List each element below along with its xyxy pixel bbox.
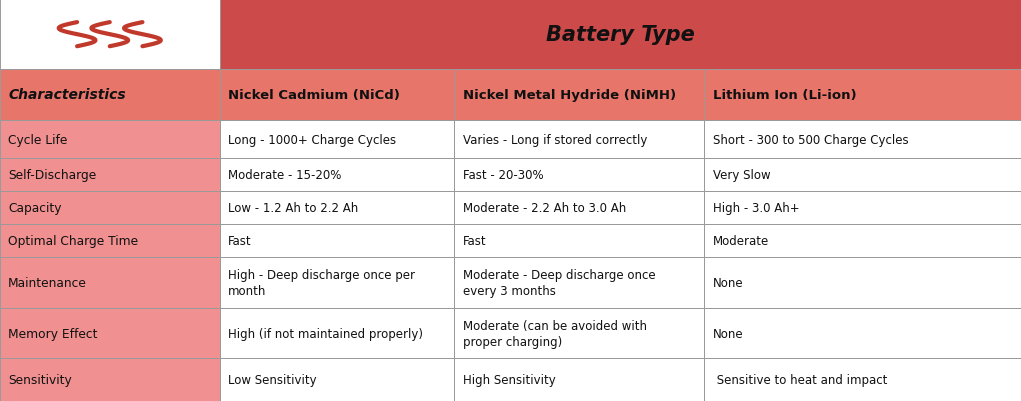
Text: Low Sensitivity: Low Sensitivity [228, 373, 317, 386]
Text: Cycle Life: Cycle Life [8, 133, 67, 146]
Bar [454, 159, 704, 192]
Text: Capacity: Capacity [8, 202, 61, 215]
Bar [0, 0, 220, 70]
Bar [220, 120, 454, 159]
Text: Characteristics: Characteristics [8, 88, 126, 102]
Bar [0, 192, 220, 225]
Bar [0, 358, 220, 401]
Text: Fast: Fast [463, 235, 486, 248]
Text: Low - 1.2 Ah to 2.2 Ah: Low - 1.2 Ah to 2.2 Ah [228, 202, 358, 215]
Text: Maintenance: Maintenance [8, 276, 87, 290]
Text: Moderate - Deep discharge once
every 3 months: Moderate - Deep discharge once every 3 m… [463, 268, 655, 298]
Text: None: None [713, 276, 743, 290]
Text: Nickel Cadmium (NiCd): Nickel Cadmium (NiCd) [228, 89, 399, 102]
Text: High - Deep discharge once per
month: High - Deep discharge once per month [228, 268, 415, 298]
Text: Moderate - 15-20%: Moderate - 15-20% [228, 169, 341, 182]
Text: Long - 1000+ Charge Cycles: Long - 1000+ Charge Cycles [228, 133, 396, 146]
Bar [0, 258, 220, 308]
Text: Moderate: Moderate [713, 235, 769, 248]
Bar [454, 258, 704, 308]
Text: Moderate (can be avoided with
proper charging): Moderate (can be avoided with proper cha… [463, 319, 646, 348]
Bar [0, 225, 220, 258]
Text: Memory Effect: Memory Effect [8, 327, 98, 340]
Bar [704, 358, 1021, 401]
Text: High - 3.0 Ah+: High - 3.0 Ah+ [713, 202, 799, 215]
Bar [454, 70, 704, 120]
Bar [454, 192, 704, 225]
Text: Very Slow: Very Slow [713, 169, 770, 182]
Bar [220, 225, 454, 258]
Bar [454, 225, 704, 258]
Text: Varies - Long if stored correctly: Varies - Long if stored correctly [463, 133, 647, 146]
Text: Sensitivity: Sensitivity [8, 373, 71, 386]
Text: None: None [713, 327, 743, 340]
Bar [454, 308, 704, 358]
Text: High (if not maintained properly): High (if not maintained properly) [228, 327, 423, 340]
Bar [0, 159, 220, 192]
Text: Sensitive to heat and impact: Sensitive to heat and impact [713, 373, 887, 386]
Bar [704, 308, 1021, 358]
Text: Lithium Ion (Li-ion): Lithium Ion (Li-ion) [713, 89, 857, 102]
Bar [704, 192, 1021, 225]
Bar [0, 70, 220, 120]
Text: High Sensitivity: High Sensitivity [463, 373, 555, 386]
Text: Short - 300 to 500 Charge Cycles: Short - 300 to 500 Charge Cycles [713, 133, 909, 146]
Bar [220, 192, 454, 225]
Bar [0, 120, 220, 159]
Bar [704, 159, 1021, 192]
Text: Self-Discharge: Self-Discharge [8, 169, 96, 182]
Bar [220, 358, 454, 401]
Bar [220, 70, 454, 120]
Bar [704, 225, 1021, 258]
Text: Nickel Metal Hydride (NiMH): Nickel Metal Hydride (NiMH) [463, 89, 676, 102]
Bar [704, 258, 1021, 308]
Text: Battery Type: Battery Type [546, 25, 694, 45]
Bar [220, 308, 454, 358]
Text: Fast: Fast [228, 235, 251, 248]
Bar [454, 120, 704, 159]
Text: Optimal Charge Time: Optimal Charge Time [8, 235, 138, 248]
Bar [220, 0, 1021, 70]
Bar [454, 358, 704, 401]
Text: Moderate - 2.2 Ah to 3.0 Ah: Moderate - 2.2 Ah to 3.0 Ah [463, 202, 626, 215]
Text: Fast - 20-30%: Fast - 20-30% [463, 169, 543, 182]
Bar [704, 70, 1021, 120]
Bar [220, 159, 454, 192]
Bar [0, 308, 220, 358]
Bar [220, 258, 454, 308]
Bar [704, 120, 1021, 159]
